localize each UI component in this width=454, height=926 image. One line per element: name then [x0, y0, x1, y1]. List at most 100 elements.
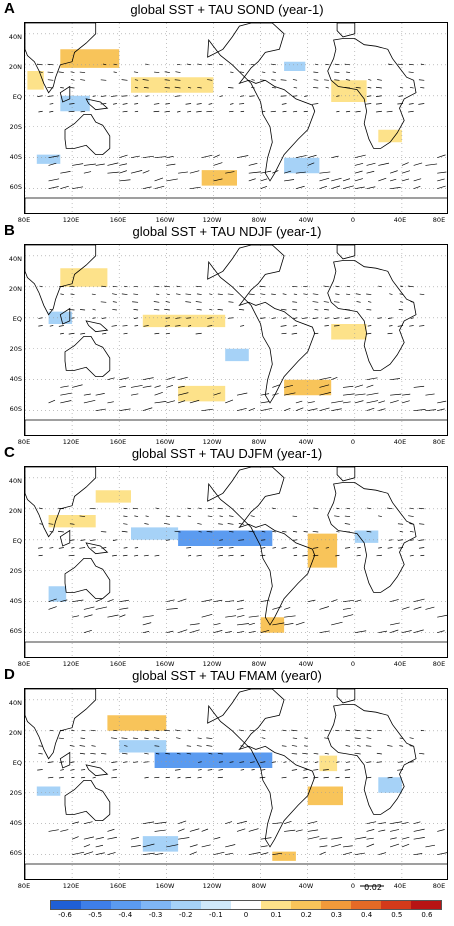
- wind-stress-vector: [437, 185, 446, 190]
- wind-stress-vector: [134, 325, 139, 327]
- wind-stress-vector: [366, 843, 375, 848]
- wind-stress-vector: [390, 843, 400, 848]
- wind-stress-vector: [154, 385, 161, 388]
- wind-stress-vector: [113, 63, 117, 66]
- wind-stress-vector: [420, 87, 425, 89]
- colorbar-cell: [111, 901, 141, 909]
- wind-stress-vector: [283, 408, 291, 412]
- wind-stress-vector: [39, 71, 43, 73]
- wind-stress-vector: [399, 301, 404, 303]
- wind-stress-vector: [284, 392, 296, 396]
- wind-stress-vector: [189, 851, 197, 856]
- wind-stress-vector: [272, 547, 276, 549]
- wind-stress-vector: [113, 71, 117, 73]
- wind-stress-vector: [248, 828, 259, 832]
- wind-stress-vector: [142, 631, 150, 634]
- wind-stress-vector: [397, 761, 404, 763]
- wind-stress-vector: [38, 110, 43, 113]
- wind-stress-vector: [376, 761, 382, 763]
- wind-stress-vector: [59, 761, 64, 763]
- coastline: [25, 197, 447, 213]
- sst-anomaly-patch: [331, 80, 367, 102]
- wind-stress-vector: [80, 737, 86, 739]
- wind-stress-vector: [388, 539, 393, 541]
- wind-stress-vector: [366, 293, 372, 295]
- wind-stress-vector: [366, 162, 376, 166]
- coastline: [64, 336, 111, 378]
- lon-label: 80W: [251, 216, 267, 224]
- wind-stress-vector: [240, 71, 245, 73]
- wind-stress-vector: [409, 86, 414, 89]
- wind-stress-vector: [189, 629, 200, 634]
- wind-stress-vector: [197, 523, 202, 525]
- wind-stress-vector: [154, 776, 160, 779]
- wind-stress-vector: [260, 837, 272, 840]
- wind-stress-vector: [260, 186, 268, 190]
- wind-stress-vector: [119, 179, 131, 182]
- wind-stress-vector: [123, 332, 128, 335]
- wind-stress-vector: [225, 844, 236, 848]
- wind-stress-vector: [91, 761, 96, 763]
- wind-stress-vector: [282, 317, 287, 319]
- wind-stress-vector: [218, 769, 223, 771]
- wind-stress-vector: [239, 325, 245, 327]
- panel-c: C global SST + TAU DJFM (year-1) 40N 20N…: [0, 444, 454, 672]
- wind-stress-vector: [239, 95, 245, 97]
- wind-stress-vector: [121, 737, 128, 739]
- wind-stress-vector: [295, 407, 304, 412]
- coastline: [336, 245, 356, 260]
- wind-stress-vector: [143, 761, 149, 763]
- coastline: [64, 780, 111, 822]
- wind-stress-vector: [334, 71, 340, 73]
- wind-stress-vector: [324, 325, 329, 327]
- wind-stress-vector: [342, 851, 353, 856]
- wind-stress-vector: [207, 769, 213, 771]
- lat-label: EQ: [12, 93, 22, 101]
- wind-stress-vector: [260, 407, 273, 412]
- wind-stress-vector: [133, 317, 139, 319]
- wind-stress-vector: [83, 606, 95, 610]
- wind-stress-vector: [175, 293, 181, 295]
- wind-stress-vector: [101, 753, 107, 755]
- panel-a: A global SST + TAU SOND (year-1) 40N 20N…: [0, 0, 454, 228]
- wind-stress-vector: [165, 317, 170, 319]
- wind-stress-vector: [260, 599, 270, 603]
- wind-stress-vector: [49, 325, 54, 327]
- wind-stress-vector: [166, 376, 176, 381]
- wind-stress-vector: [178, 598, 187, 603]
- wind-stress-vector: [334, 79, 340, 81]
- lon-label: 120E: [62, 216, 80, 224]
- wind-stress-vector: [134, 103, 139, 105]
- wind-stress-vector: [342, 607, 351, 610]
- wind-stress-vector: [165, 753, 170, 755]
- wind-stress-vector: [47, 63, 54, 66]
- colorbar-cell: [411, 901, 441, 909]
- wind-stress-vector: [239, 285, 245, 288]
- wind-stress-vector: [121, 293, 128, 295]
- lon-label: 80E: [432, 882, 446, 890]
- wind-stress-vector: [357, 745, 361, 747]
- wind-stress-vector: [368, 301, 372, 303]
- sst-anomaly-patch: [107, 715, 167, 731]
- wind-stress-vector: [293, 293, 298, 295]
- reference-vector-label: 0.02: [364, 883, 382, 892]
- wind-stress-vector: [201, 154, 213, 159]
- wind-stress-vector: [356, 301, 361, 303]
- sst-anomaly-patch: [36, 786, 61, 796]
- wind-stress-vector: [37, 95, 43, 97]
- wind-stress-vector: [92, 317, 96, 319]
- wind-stress-vector: [178, 171, 188, 174]
- wind-stress-vector: [260, 547, 266, 549]
- coastline: [207, 689, 316, 848]
- wind-stress-vector: [248, 171, 261, 174]
- lat-label: 60S: [9, 183, 22, 191]
- wind-stress-vector: [313, 547, 319, 549]
- wind-stress-vector: [284, 623, 294, 626]
- lon-label: 80W: [251, 660, 267, 668]
- sst-anomaly-patch: [48, 586, 67, 602]
- sst-anomaly-patch: [142, 836, 179, 852]
- wind-stress-vector: [419, 325, 425, 327]
- sst-anomaly-patch: [154, 752, 273, 768]
- wind-stress-vector: [49, 729, 54, 732]
- wind-stress-vector: [134, 95, 139, 97]
